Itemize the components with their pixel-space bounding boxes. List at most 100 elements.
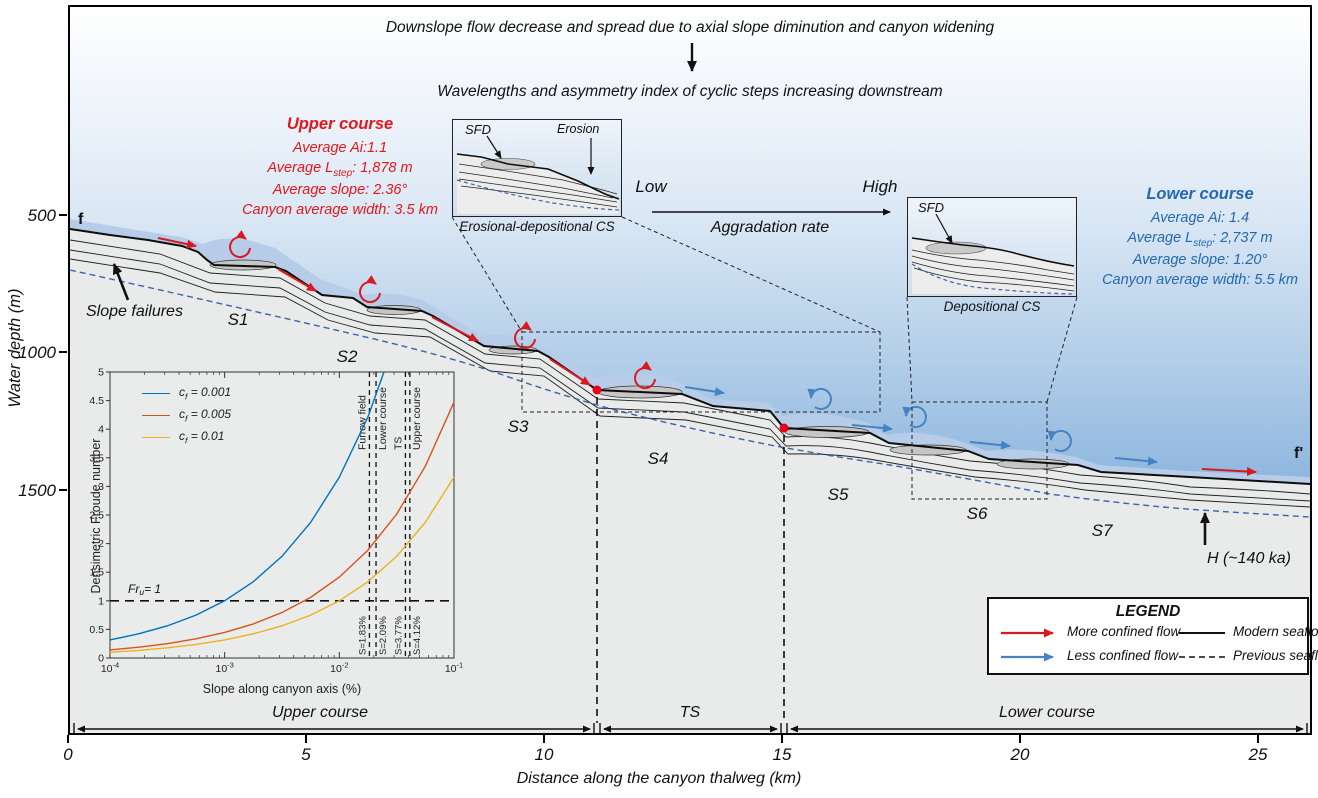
froude-legend-item: cf = 0.005 (142, 404, 231, 426)
y-tick-label: 4.5 (89, 395, 104, 407)
y-tick-label: 4 (98, 424, 104, 436)
y-tick-label: 0.5 (89, 624, 104, 636)
x-tickmark (543, 735, 545, 743)
modern-seafloor-line (70, 228, 1310, 485)
x-tick-0: 0 (63, 745, 73, 764)
inset-erosional-sfd-label: SFD (465, 122, 491, 137)
inset-erosional-depositional: SFD Erosion (452, 119, 622, 217)
step-label-s6: S6 (966, 504, 988, 523)
blue-flow-arrows (684, 386, 1158, 466)
vline-bottom-label: S=1.83% (357, 616, 368, 655)
legend-more-confined: More confined flow (1067, 624, 1181, 639)
y-tick-label: 3.5 (89, 452, 104, 464)
strata-lines (70, 239, 1310, 508)
vline-bottom-label: S=2.09% (378, 616, 389, 655)
ts-boundary-lines (596, 397, 785, 723)
inset-depositional-sfd-label: SFD (918, 200, 944, 215)
profile-end-label: f' (1294, 445, 1304, 462)
series-swatch (142, 436, 170, 438)
froude-inset-plot: 0 0.5 1 1.5 2 2.5 3 3.5 4 4.5 5 10-4 10-3 10-2 10-1 Fur… (84, 358, 476, 698)
inset-erosional-drawing (456, 135, 620, 214)
froude-legend-item: cf = 0.001 (142, 382, 231, 404)
modern-seafloor-swatch (1179, 632, 1225, 634)
vline-top-label: Furrow field (356, 395, 368, 450)
band-upper-course: Upper course (271, 704, 369, 721)
upper-lstep: Average Lstep: 1,878 m (267, 159, 413, 179)
vline-bottom-label: S=3.77% (393, 616, 404, 655)
band-ts: TS (679, 704, 701, 721)
x-tick-10: 10 (534, 745, 554, 764)
froude-one-label: Fru= 1 (128, 582, 161, 597)
previous-seafloor-swatch (1179, 656, 1225, 658)
previous-seafloor-line (70, 269, 1310, 518)
x-tick-15: 15 (772, 745, 792, 764)
inset-erosional-erosion-label: Erosion (557, 122, 600, 136)
legend-previous-seafloor: Previous seafloor (1233, 648, 1318, 663)
lower-slope: Average slope: 1.20° (1132, 252, 1268, 269)
less-confined-flow-swatch (1001, 652, 1054, 662)
froude-legend: cf = 0.001 cf = 0.005 cf = 0.01 (142, 382, 231, 448)
legend-less-confined: Less confined flow (1067, 648, 1179, 663)
froude-curve-0 (109, 371, 385, 641)
y-tickmark (59, 214, 67, 216)
x-tickmark (1019, 735, 1021, 743)
lower-course-stats: Lower course Average Ai: 1.4 Average Lst… (1020, 183, 1318, 290)
upper-ai: Average Ai:1.1 (292, 139, 388, 156)
y-tick-1500: 1500 (18, 481, 56, 500)
x-tickmark (305, 735, 307, 743)
x-tick-5: 5 (301, 745, 311, 764)
legend-modern-seafloor: Modern seafloor (1233, 624, 1318, 639)
x-tickmark (781, 735, 783, 743)
h-horizon-label: H (~140 ka) (1206, 550, 1292, 567)
red-flow-arrows (157, 230, 1257, 476)
froude-ylabel: Densimetric Froude number (89, 438, 103, 594)
upper-course-stats: Upper course Average Ai:1.1 Average Lste… (160, 113, 520, 220)
vline-top-label: TS (392, 437, 404, 450)
y-tick-label: 3 (98, 481, 104, 493)
knickpoint-dot-upper (592, 385, 602, 395)
knickpoint-dot-lower (779, 423, 789, 433)
slope-failures-arrow (112, 263, 130, 301)
aggradation-high: High (862, 177, 898, 196)
y-tick-1000: 1000 (18, 343, 56, 362)
inset-depositional-caption: Depositional CS (943, 299, 1041, 314)
y-tick-500: 500 (27, 206, 56, 225)
froude-curve-1 (109, 401, 455, 651)
x-tick-label: 10-3 (215, 661, 233, 676)
x-tick-label: 10-4 (101, 661, 119, 676)
top-note-2: Wavelengths and asymmetry index of cycli… (437, 83, 943, 100)
y-tick-label: 0 (98, 653, 104, 665)
top-note-1: Downslope flow decrease and spread due t… (385, 19, 995, 36)
legend-title: LEGEND (1115, 603, 1181, 620)
step-label-s4: S4 (647, 449, 669, 468)
inset-depositional: SFD (907, 197, 1077, 297)
legend-box: LEGEND More confined flow Less confined … (987, 597, 1318, 675)
y-tick-label: 1.5 (89, 567, 104, 579)
y-tick-label: 1 (98, 595, 104, 607)
y-tickmark (59, 489, 67, 491)
inset-depositional-drawing (911, 213, 1075, 295)
aggradation-low: Low (635, 177, 667, 196)
lower-width: Canyon average width: 5.5 km (1102, 272, 1298, 289)
y-tickmark (59, 351, 67, 353)
x-tickmark (1257, 735, 1259, 743)
figure-frame: Downslope flow decrease and spread due t… (68, 5, 1318, 735)
upper-width: Canyon average width: 3.5 km (242, 202, 438, 219)
series-swatch (142, 414, 170, 416)
froude-legend-item: cf = 0.01 (142, 426, 231, 448)
x-tick-25: 25 (1248, 745, 1268, 764)
slope-failures-label: Slope failures (86, 303, 183, 320)
step-label-s2: S2 (336, 347, 358, 366)
step-label-s1: S1 (227, 310, 249, 329)
upper-course-title: Upper course (286, 115, 394, 133)
profile-start-label: f (78, 211, 84, 228)
zoom-box-connectors (451, 216, 1078, 500)
y-tick-label: 5 (98, 367, 104, 379)
step-label-s7: S7 (1091, 521, 1113, 540)
froude-xlabel: Slope along canyon axis (%) (202, 682, 362, 696)
y-tick-label: 2 (98, 538, 104, 550)
lower-course-title: Lower course (1146, 185, 1254, 203)
froude-plot-canvas: 0 0.5 1 1.5 2 2.5 3 3.5 4 4.5 5 10-4 10-3 10-2 10-1 Fur… (89, 367, 463, 676)
course-band-arrows (73, 723, 1308, 733)
vline-top-label: Lower course (377, 387, 389, 450)
